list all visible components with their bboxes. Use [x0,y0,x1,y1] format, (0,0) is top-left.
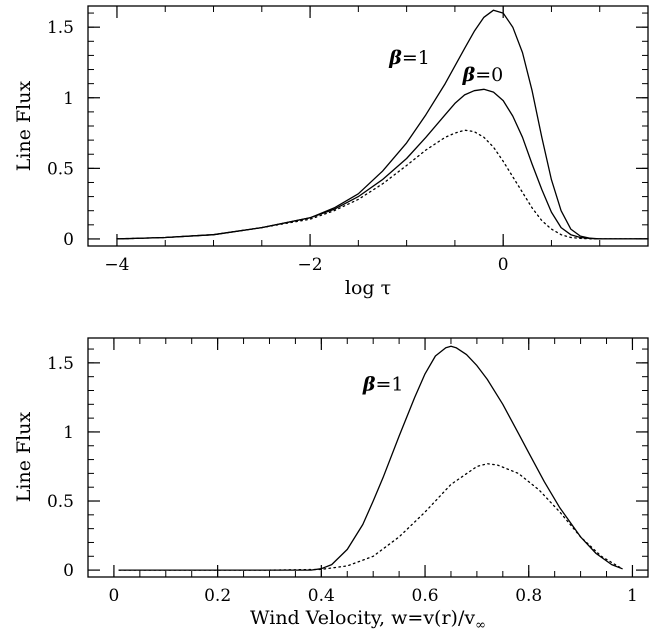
series-line-solid-0 [116,9,649,240]
x-tick-label: 0.4 [308,586,335,606]
x-tick-label: 1 [627,586,638,606]
y-axis-label: Line Flux [13,81,35,172]
beta-symbol: β [388,47,402,69]
y-tick-label: 1 [63,89,74,109]
beta-value: =1 [375,373,403,395]
plot-frame [87,337,649,578]
bottom-panel: 0 0.2 0.4 0.6 0.8 1 0 0.5 1 1.5 β=1 Wind Velocity, … [13,337,649,633]
series-line-dotted-1 [118,463,623,571]
y-tick-label: 0 [63,230,74,250]
x-tick-label: 0.2 [204,586,231,606]
beta-value: =0 [475,64,503,86]
y-tick-label: 1.5 [47,18,74,38]
y-axis-label: Line Flux [13,412,35,503]
x-tick-label: 0.6 [412,586,439,606]
y-tick-label: 0.5 [47,159,74,179]
beta-symbol: β [362,373,376,395]
beta-annotation: β=0 [462,64,504,86]
series-line-solid-1 [116,88,649,240]
x-tick-label: −4 [104,255,129,275]
y-tick-label: 1 [63,423,74,443]
beta-value: =1 [402,47,430,69]
y-tick-label: 0 [63,561,74,581]
x-axis-label: Wind Velocity, w=v(r)/v∞ [250,607,486,633]
series-line-dotted-2 [116,129,649,240]
x-tick-label: 0 [109,586,120,606]
x-tick-label: −2 [298,255,323,275]
beta-annotation: β=1 [362,373,404,395]
x-axis-label-subscript: ∞ [475,618,486,633]
beta-symbol: β [462,64,476,86]
y-tick-label: 0.5 [47,492,74,512]
beta-annotation: β=1 [388,47,430,69]
x-tick-label: 0 [498,255,509,275]
y-tick-label: 1.5 [47,354,74,374]
x-axis-label: log τ [345,277,391,299]
x-tick-label: 0.8 [515,586,542,606]
